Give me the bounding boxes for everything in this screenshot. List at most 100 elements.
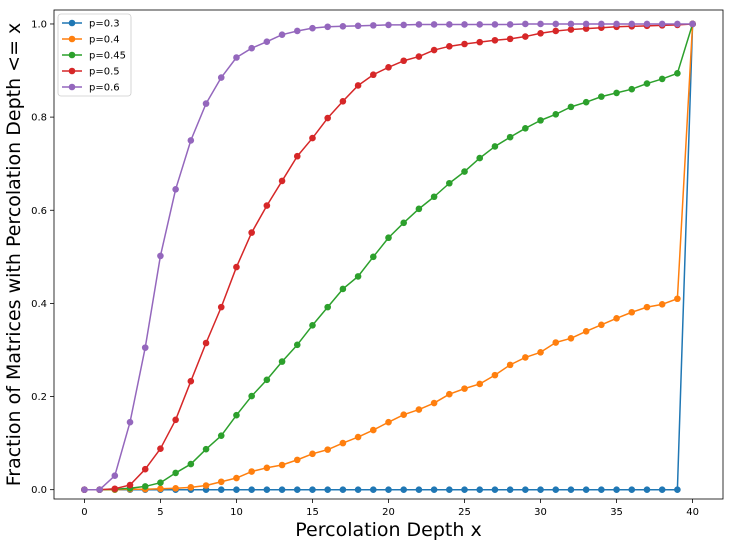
data-point bbox=[613, 315, 620, 322]
data-point bbox=[339, 97, 347, 105]
data-point bbox=[582, 25, 590, 32]
data-point bbox=[233, 486, 240, 493]
data-point bbox=[293, 486, 301, 493]
data-point bbox=[385, 21, 392, 29]
data-point bbox=[217, 478, 225, 486]
data-point bbox=[324, 303, 331, 311]
data-point bbox=[506, 35, 514, 43]
data-point bbox=[385, 418, 392, 426]
data-point bbox=[537, 29, 544, 37]
data-point bbox=[567, 26, 575, 33]
x-tick-label: 0 bbox=[81, 507, 87, 518]
data-point bbox=[537, 117, 544, 124]
data-point bbox=[491, 371, 499, 379]
data-point bbox=[430, 193, 438, 201]
legend-item: p=0.45 bbox=[62, 51, 126, 62]
legend-label: p=0.3 bbox=[89, 19, 120, 30]
data-point bbox=[476, 380, 484, 388]
data-point bbox=[202, 100, 210, 107]
y-tick-label: 0.8 bbox=[31, 113, 47, 124]
data-point bbox=[537, 20, 544, 28]
data-point bbox=[309, 24, 316, 32]
data-point bbox=[339, 439, 347, 447]
data-point bbox=[339, 285, 347, 293]
data-point bbox=[522, 354, 529, 361]
legend-label: p=0.6 bbox=[89, 83, 120, 94]
data-point bbox=[582, 328, 590, 335]
data-point bbox=[202, 445, 210, 453]
data-point bbox=[461, 21, 468, 28]
data-point bbox=[430, 21, 438, 28]
data-point bbox=[461, 486, 468, 493]
data-point bbox=[522, 33, 529, 40]
data-point bbox=[430, 46, 438, 54]
data-point bbox=[506, 21, 514, 28]
data-point bbox=[187, 484, 195, 491]
x-tick-label: 35 bbox=[610, 507, 623, 518]
data-point bbox=[96, 486, 103, 493]
data-point bbox=[263, 376, 271, 384]
data-point bbox=[278, 461, 286, 469]
data-point bbox=[354, 82, 362, 89]
data-point bbox=[248, 468, 255, 475]
x-axis-title: Percolation Depth x bbox=[295, 519, 481, 541]
data-point bbox=[400, 486, 408, 493]
x-tick-label: 5 bbox=[157, 507, 163, 518]
data-point bbox=[628, 486, 636, 493]
data-point bbox=[217, 432, 225, 439]
data-point bbox=[552, 486, 560, 493]
data-point bbox=[552, 339, 560, 346]
series-p=0.6 bbox=[81, 20, 696, 493]
data-point bbox=[293, 27, 301, 35]
data-point bbox=[613, 486, 620, 493]
data-point bbox=[81, 486, 88, 493]
legend-item: p=0.5 bbox=[62, 67, 120, 78]
x-tick-label: 20 bbox=[382, 507, 395, 518]
data-point bbox=[172, 186, 179, 193]
data-point bbox=[582, 486, 590, 493]
data-point bbox=[278, 31, 286, 38]
data-point bbox=[537, 349, 544, 356]
data-point bbox=[354, 433, 362, 441]
legend-swatch-marker bbox=[68, 19, 76, 27]
data-point bbox=[658, 75, 666, 83]
data-point bbox=[598, 20, 605, 28]
data-point bbox=[187, 137, 195, 144]
data-point bbox=[522, 124, 529, 132]
data-point bbox=[476, 21, 484, 28]
x-tick-label: 25 bbox=[458, 507, 471, 518]
data-point bbox=[157, 252, 164, 260]
series-p=0.5 bbox=[81, 20, 696, 493]
data-point bbox=[233, 54, 240, 61]
data-point bbox=[582, 98, 590, 106]
y-axis-title: Fraction of Matrices with Percolation De… bbox=[3, 23, 25, 487]
legend-item: p=0.6 bbox=[62, 83, 120, 94]
data-point bbox=[689, 20, 696, 28]
data-point bbox=[400, 21, 408, 29]
data-point bbox=[157, 445, 164, 453]
x-ticks: 0 5 10 15 20 25 30 35 40 bbox=[81, 499, 699, 518]
data-point bbox=[537, 486, 544, 493]
y-tick-label: 0.4 bbox=[31, 299, 47, 310]
data-point bbox=[598, 486, 605, 493]
data-point bbox=[233, 411, 240, 419]
x-tick-label: 15 bbox=[306, 507, 319, 518]
data-point bbox=[415, 486, 423, 493]
data-point bbox=[217, 486, 225, 493]
data-point bbox=[491, 486, 499, 493]
data-point bbox=[643, 486, 651, 493]
data-point bbox=[202, 339, 210, 347]
data-point bbox=[263, 486, 271, 493]
data-point bbox=[628, 308, 636, 316]
x-tick-label: 30 bbox=[534, 507, 547, 518]
data-point bbox=[430, 399, 438, 407]
y-tick-label: 0.6 bbox=[31, 206, 47, 217]
legend-swatch-marker bbox=[68, 83, 76, 91]
data-point bbox=[415, 406, 423, 413]
data-point bbox=[506, 486, 514, 493]
data-point bbox=[354, 273, 362, 280]
data-point bbox=[491, 21, 499, 28]
data-point bbox=[400, 57, 408, 65]
y-tick-label: 0.0 bbox=[31, 485, 47, 496]
data-point bbox=[400, 219, 408, 227]
